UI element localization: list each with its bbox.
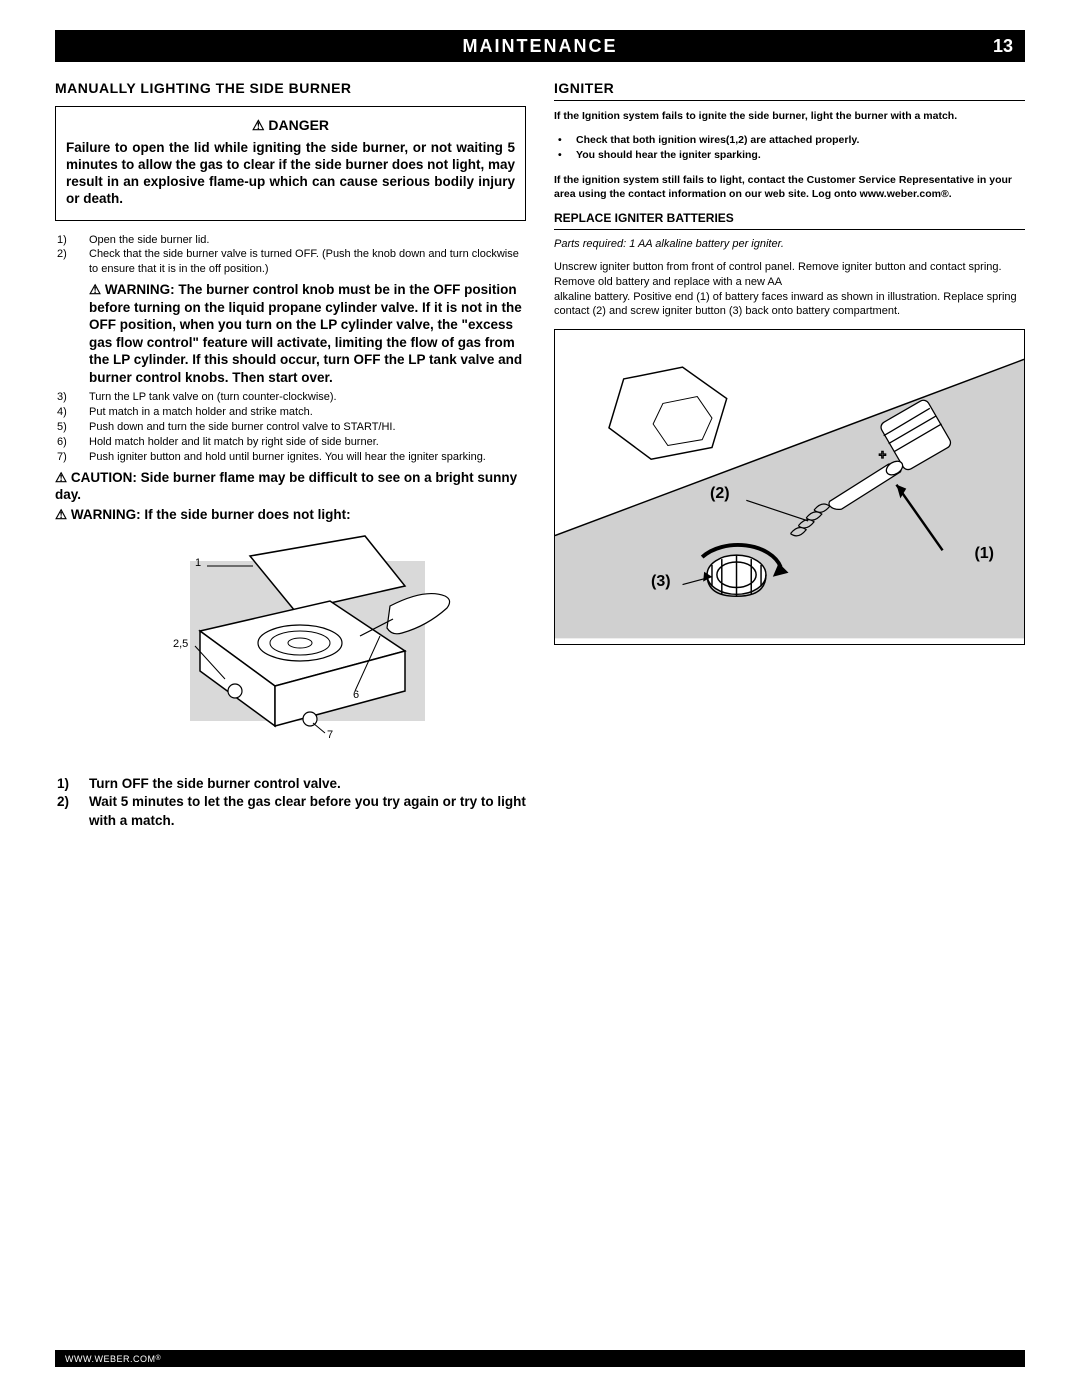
bottom-steps: 1)Turn OFF the side burner control valve…	[55, 775, 526, 830]
footer-reg: ®	[156, 1355, 162, 1362]
callout-25: 2,5	[173, 638, 188, 650]
danger-title: ⚠ DANGER	[66, 117, 515, 134]
step-item: 4)Put match in a match holder and strike…	[55, 405, 526, 420]
section-heading-manual-lighting: MANUALLY LIGHTING THE SIDE BURNER	[55, 80, 526, 96]
step-item: 2)Wait 5 minutes to let the gas clear be…	[55, 793, 526, 829]
danger-body: Failure to open the lid while igniting t…	[66, 140, 515, 208]
check-list: Check that both ignition wires(1,2) are …	[554, 133, 1025, 162]
steps-list-b: 3)Turn the LP tank valve on (turn counte…	[55, 390, 526, 464]
side-burner-svg	[95, 531, 475, 761]
page-number: 13	[993, 36, 1013, 57]
igniter-illustration-box: +	[554, 329, 1025, 644]
igniter-svg: +	[555, 330, 1024, 638]
callout-7: 7	[327, 729, 333, 741]
parts-required-note: Parts required: 1 AA alkaline battery pe…	[554, 238, 1025, 250]
callout-1: 1	[195, 557, 201, 569]
step-item: 6)Hold match holder and lit match by rig…	[55, 435, 526, 450]
step-item: 7)Push igniter button and hold until bur…	[55, 450, 526, 465]
check-item: Check that both ignition wires(1,2) are …	[554, 133, 1025, 148]
warning-block-off-position: ⚠ WARNING: The burner control knob must …	[55, 281, 526, 386]
step-item: 2)Check that the side burner valve is tu…	[55, 247, 526, 277]
danger-box: ⚠ DANGER Failure to open the lid while i…	[55, 106, 526, 221]
step-item: 5)Push down and turn the side burner con…	[55, 420, 526, 435]
igniter-intro: If the Ignition system fails to ignite t…	[554, 109, 1025, 123]
footer-text: WWW.WEBER.COM	[65, 1354, 156, 1364]
step-item: 1)Open the side burner lid.	[55, 233, 526, 248]
warning-does-not-light: ⚠ WARNING: If the side burner does not l…	[55, 506, 526, 524]
svg-text:+: +	[879, 448, 886, 463]
footer-bar: WWW.WEBER.COM®	[55, 1350, 1025, 1367]
step-item: 3)Turn the LP tank valve on (turn counte…	[55, 390, 526, 405]
header-bar: MAINTENANCE 13	[55, 30, 1025, 62]
header-title: MAINTENANCE	[463, 36, 618, 57]
steps-list-a: 1)Open the side burner lid. 2)Check that…	[55, 233, 526, 278]
replace-body: Unscrew igniter button from front of con…	[554, 260, 1025, 319]
illus-callout-1: (1)	[974, 545, 994, 563]
left-column: MANUALLY LIGHTING THE SIDE BURNER ⚠ DANG…	[55, 80, 526, 834]
caution-sunny-day: ⚠ CAUTION: Side burner flame may be diff…	[55, 469, 526, 504]
callout-6: 6	[353, 689, 359, 701]
check-item: You should hear the igniter sparking.	[554, 148, 1025, 163]
divider	[554, 100, 1025, 101]
divider	[554, 229, 1025, 230]
right-column: IGNITER If the Ignition system fails to …	[554, 80, 1025, 834]
contact-info: If the ignition system still fails to li…	[554, 173, 1025, 201]
illus-callout-3: (3)	[651, 573, 671, 591]
step-item: 1)Turn OFF the side burner control valve…	[55, 775, 526, 793]
illus-callout-2: (2)	[710, 485, 730, 503]
section-heading-igniter: IGNITER	[554, 80, 1025, 96]
side-burner-illustration: 1 2,5 6 7	[95, 531, 475, 761]
replace-igniter-heading: REPLACE IGNITER BATTERIES	[554, 211, 1025, 225]
